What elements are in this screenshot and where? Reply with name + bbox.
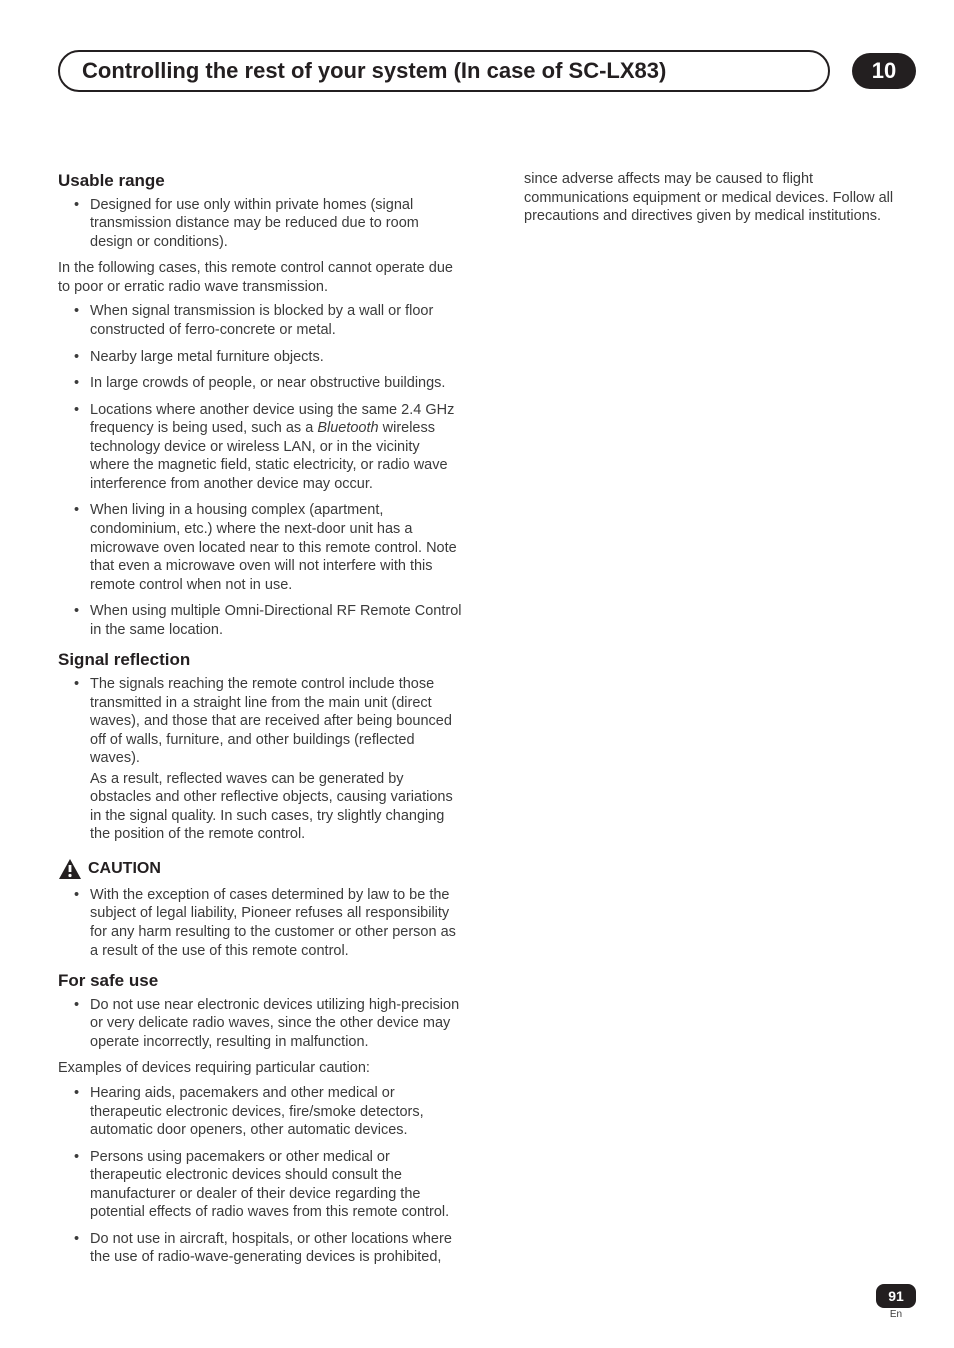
safe-use-examples-para: Examples of devices requiring particular…	[58, 1059, 462, 1078]
signal-reflection-cont: As a result, reflected waves can be gene…	[90, 770, 462, 844]
heading-signal-reflection: Signal reflection	[58, 649, 462, 671]
page-language: En	[876, 1309, 916, 1320]
usable-range-intro-list: Designed for use only within private hom…	[58, 196, 462, 252]
page-body: Usable range Designed for use only withi…	[58, 170, 896, 1268]
chapter-number: 10	[872, 58, 896, 84]
heading-for-safe-use: For safe use	[58, 970, 462, 992]
signal-reflection-main: The signals reaching the remote control …	[90, 676, 452, 766]
warning-icon	[58, 858, 82, 880]
list-item: With the exception of cases determined b…	[58, 886, 462, 960]
page-number: 91	[888, 1288, 904, 1304]
chapter-header: Controlling the rest of your system (In …	[58, 50, 916, 92]
list-item: Nearby large metal furniture objects.	[58, 348, 462, 367]
safe-use-list-1: Do not use near electronic devices utili…	[58, 996, 462, 1052]
usable-range-list: When signal transmission is blocked by a…	[58, 302, 462, 639]
list-item: Do not use near electronic devices utili…	[58, 996, 462, 1052]
caution-list: With the exception of cases determined b…	[58, 886, 462, 960]
list-item: Persons using pacemakers or other medica…	[58, 1148, 462, 1222]
list-item: When signal transmission is blocked by a…	[58, 302, 462, 339]
list-item: In large crowds of people, or near obstr…	[58, 374, 462, 393]
caution-label: CAUTION	[88, 859, 161, 879]
usable-range-para: In the following cases, this remote cont…	[58, 259, 462, 296]
list-item: Hearing aids, pacemakers and other medic…	[58, 1084, 462, 1140]
list-item: When using multiple Omni-Directional RF …	[58, 602, 462, 639]
caution-header: CAUTION	[58, 858, 462, 880]
list-item: The signals reaching the remote control …	[58, 675, 462, 844]
bluetooth-italic: Bluetooth	[317, 420, 378, 436]
list-item: Locations where another device using the…	[58, 401, 462, 494]
heading-usable-range: Usable range	[58, 170, 462, 192]
page-number-badge: 91	[876, 1284, 916, 1308]
list-item: Designed for use only within private hom…	[58, 196, 462, 252]
chapter-title-pill: Controlling the rest of your system (In …	[58, 50, 830, 92]
page-footer: 91 En	[876, 1284, 916, 1320]
list-item: When living in a housing complex (apartm…	[58, 501, 462, 594]
signal-reflection-list: The signals reaching the remote control …	[58, 675, 462, 844]
chapter-number-badge: 10	[852, 53, 916, 89]
chapter-title: Controlling the rest of your system (In …	[82, 58, 666, 83]
